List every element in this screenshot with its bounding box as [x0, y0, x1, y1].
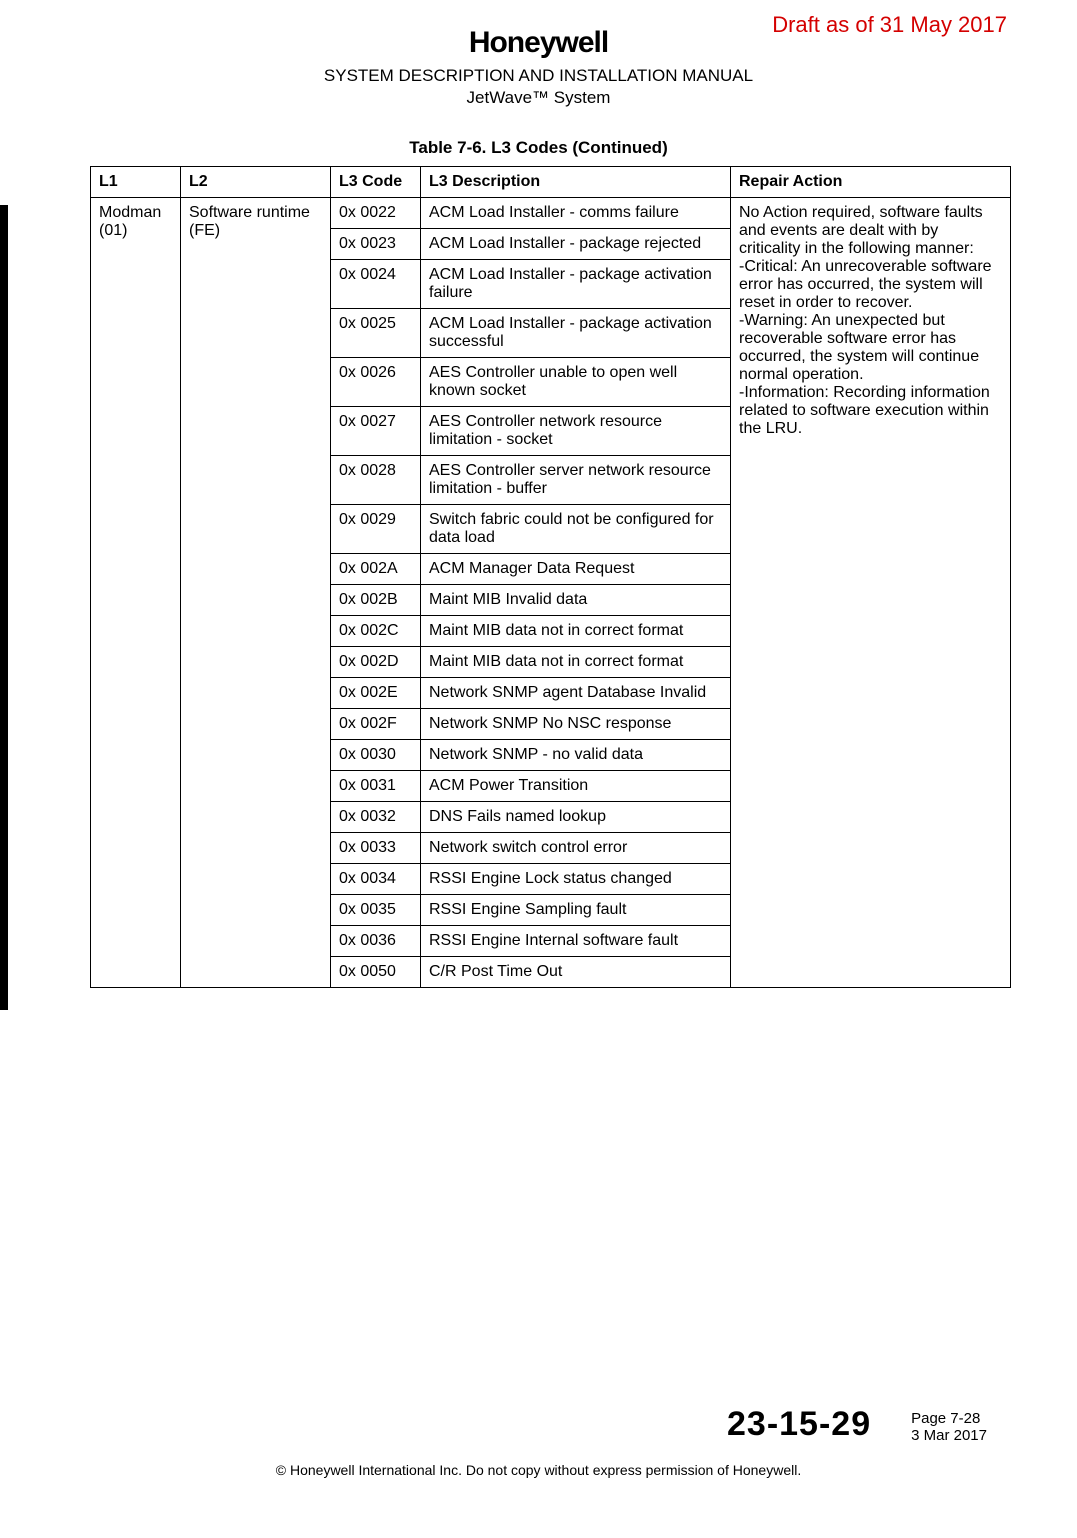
table-header-row: L1L2L3 CodeL3 DescriptionRepair Action [91, 167, 1011, 198]
l3-code-cell: 0x 002B [331, 585, 421, 616]
l3-code-cell: 0x 0033 [331, 833, 421, 864]
column-header: L1 [91, 167, 181, 198]
l3-code-cell: 0x 0035 [331, 895, 421, 926]
l3-description-cell: DNS Fails named lookup [421, 802, 731, 833]
l3-description-cell: RSSI Engine Internal software fault [421, 926, 731, 957]
l3-code-cell: 0x 0034 [331, 864, 421, 895]
l3-description-cell: Maint MIB data not in correct format [421, 616, 731, 647]
l3-description-cell: ACM Load Installer - package activation … [421, 309, 731, 358]
l3-description-cell: ACM Manager Data Request [421, 554, 731, 585]
table-row: Modman (01)Software runtime (FE)0x 0022A… [91, 198, 1011, 229]
l3-description-cell: C/R Post Time Out [421, 957, 731, 988]
l3-code-cell: 0x 0029 [331, 505, 421, 554]
document-title: SYSTEM DESCRIPTION AND INSTALLATION MANU… [90, 66, 987, 86]
l3-code-cell: 0x 0026 [331, 358, 421, 407]
draft-stamp: Draft as of 31 May 2017 [772, 12, 1007, 38]
l3-code-cell: 0x 0024 [331, 260, 421, 309]
l3-description-cell: RSSI Engine Sampling fault [421, 895, 731, 926]
l3-code-cell: 0x 002F [331, 709, 421, 740]
l3-code-cell: 0x 0022 [331, 198, 421, 229]
l3-description-cell: Switch fabric could not be configured fo… [421, 505, 731, 554]
page-footer: 23-15-29 Page 7-28 3 Mar 2017 © Honeywel… [90, 1405, 987, 1478]
document-page: Draft as of 31 May 2017 Honeywell SYSTEM… [0, 0, 1077, 1538]
table-caption: Table 7-6. L3 Codes (Continued) [90, 138, 987, 158]
column-header: L3 Description [421, 167, 731, 198]
column-header: L3 Code [331, 167, 421, 198]
l3-description-cell: Network SNMP agent Database Invalid [421, 678, 731, 709]
l3-description-cell: AES Controller unable to open well known… [421, 358, 731, 407]
l3-description-cell: ACM Load Installer - comms failure [421, 198, 731, 229]
document-number: 23-15-29 [727, 1405, 871, 1444]
l3-code-cell: 0x 0032 [331, 802, 421, 833]
l3-description-cell: Network switch control error [421, 833, 731, 864]
l3-code-cell: 0x 002C [331, 616, 421, 647]
l3-codes-table: L1L2L3 CodeL3 DescriptionRepair Action M… [90, 166, 1011, 988]
l3-description-cell: ACM Power Transition [421, 771, 731, 802]
l3-code-cell: 0x 0023 [331, 229, 421, 260]
l2-cell: Software runtime (FE) [181, 198, 331, 988]
page-date: 3 Mar 2017 [911, 1427, 987, 1444]
l3-code-cell: 0x 002A [331, 554, 421, 585]
column-header: Repair Action [731, 167, 1011, 198]
l3-description-cell: RSSI Engine Lock status changed [421, 864, 731, 895]
l3-description-cell: AES Controller server network resource l… [421, 456, 731, 505]
l3-code-cell: 0x 002D [331, 647, 421, 678]
l1-cell: Modman (01) [91, 198, 181, 988]
l3-description-cell: Maint MIB Invalid data [421, 585, 731, 616]
repair-action-cell: No Action required, software faults and … [731, 198, 1011, 988]
l3-description-cell: Network SNMP No NSC response [421, 709, 731, 740]
l3-code-cell: 0x 0025 [331, 309, 421, 358]
change-bar [0, 205, 8, 1010]
l3-description-cell: ACM Load Installer - package rejected [421, 229, 731, 260]
l3-code-cell: 0x 0028 [331, 456, 421, 505]
document-subtitle: JetWave™ System [90, 88, 987, 108]
l3-code-cell: 0x 0027 [331, 407, 421, 456]
l3-code-cell: 0x 0031 [331, 771, 421, 802]
page-label: Page 7-28 [911, 1410, 987, 1427]
copyright-notice: © Honeywell International Inc. Do not co… [90, 1462, 987, 1478]
column-header: L2 [181, 167, 331, 198]
l3-code-cell: 0x 0036 [331, 926, 421, 957]
l3-description-cell: AES Controller network resource limitati… [421, 407, 731, 456]
l3-description-cell: Network SNMP - no valid data [421, 740, 731, 771]
l3-code-cell: 0x 0050 [331, 957, 421, 988]
l3-code-cell: 0x 0030 [331, 740, 421, 771]
l3-description-cell: ACM Load Installer - package activation … [421, 260, 731, 309]
l3-description-cell: Maint MIB data not in correct format [421, 647, 731, 678]
l3-code-cell: 0x 002E [331, 678, 421, 709]
